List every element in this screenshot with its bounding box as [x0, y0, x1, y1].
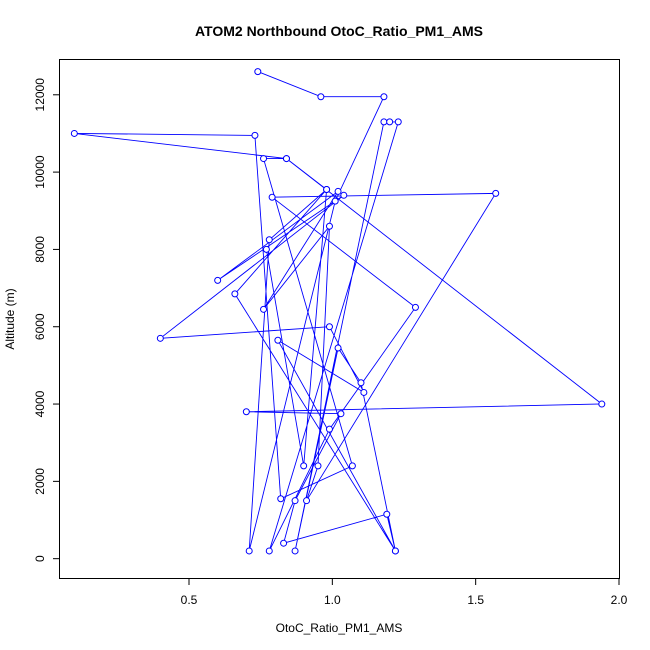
data-point: [334, 187, 342, 195]
data-point: [251, 131, 259, 139]
x-tick-label: 1.0: [324, 593, 341, 607]
data-point: [340, 191, 348, 199]
data-point: [357, 379, 365, 387]
data-point: [291, 497, 299, 505]
data-point: [337, 410, 345, 418]
data-point: [265, 236, 273, 244]
data-point: [411, 303, 419, 311]
data-point: [360, 388, 368, 396]
series-layer: [70, 68, 606, 555]
data-point: [242, 408, 250, 416]
data-point: [348, 462, 356, 470]
x-axis: 0.5 1.0 1.5 2.0: [181, 578, 628, 607]
data-point: [317, 93, 325, 101]
data-point: [274, 336, 282, 344]
data-point: [277, 495, 285, 503]
x-tick-label: 2.0: [611, 593, 628, 607]
data-point: [323, 186, 331, 193]
data-point: [380, 118, 388, 126]
x-tick-label: 0.5: [181, 593, 198, 607]
x-tick-label: 1.5: [467, 593, 484, 607]
y-tick-label: 2000: [33, 468, 47, 495]
y-tick-label: 10000: [33, 155, 47, 189]
y-tick-label: 12000: [33, 78, 47, 112]
data-point: [245, 547, 253, 555]
y-tick-label: 8000: [33, 236, 47, 263]
data-point: [325, 323, 333, 331]
data-point: [265, 547, 273, 555]
data-point: [391, 547, 399, 555]
y-tick-label: 0: [33, 555, 47, 562]
data-point: [325, 222, 333, 230]
data-point: [282, 155, 290, 163]
y-axis-label: Altitude (m): [3, 288, 17, 349]
data-point: [380, 93, 388, 101]
data-point: [262, 245, 270, 253]
data-point: [303, 497, 311, 505]
data-point: [70, 129, 78, 137]
data-point: [598, 400, 606, 408]
data-point: [386, 118, 394, 126]
y-axis: 0 2000 4000 6000 8000 10000 12000: [33, 78, 60, 562]
data-point: [331, 197, 339, 205]
data-point: [300, 462, 308, 470]
data-point: [156, 334, 164, 342]
data-point: [214, 276, 222, 284]
data-point: [291, 547, 299, 555]
y-tick-label: 4000: [33, 390, 47, 417]
data-point: [280, 539, 288, 547]
y-tick-label: 6000: [33, 313, 47, 340]
data-point: [394, 118, 402, 126]
series-line: [74, 71, 604, 552]
data-point: [260, 155, 268, 163]
data-point: [260, 305, 268, 313]
data-point: [254, 68, 262, 76]
data-point: [231, 290, 239, 298]
chart-title: ATOM2 Northbound OtoC_Ratio_PM1_AMS: [195, 23, 483, 39]
data-point: [314, 462, 322, 470]
data-point: [268, 193, 276, 201]
x-axis-label: OtoC_Ratio_PM1_AMS: [276, 621, 403, 635]
data-point: [325, 425, 333, 433]
data-point: [334, 344, 342, 352]
data-point: [383, 510, 391, 518]
data-point: [492, 189, 500, 197]
